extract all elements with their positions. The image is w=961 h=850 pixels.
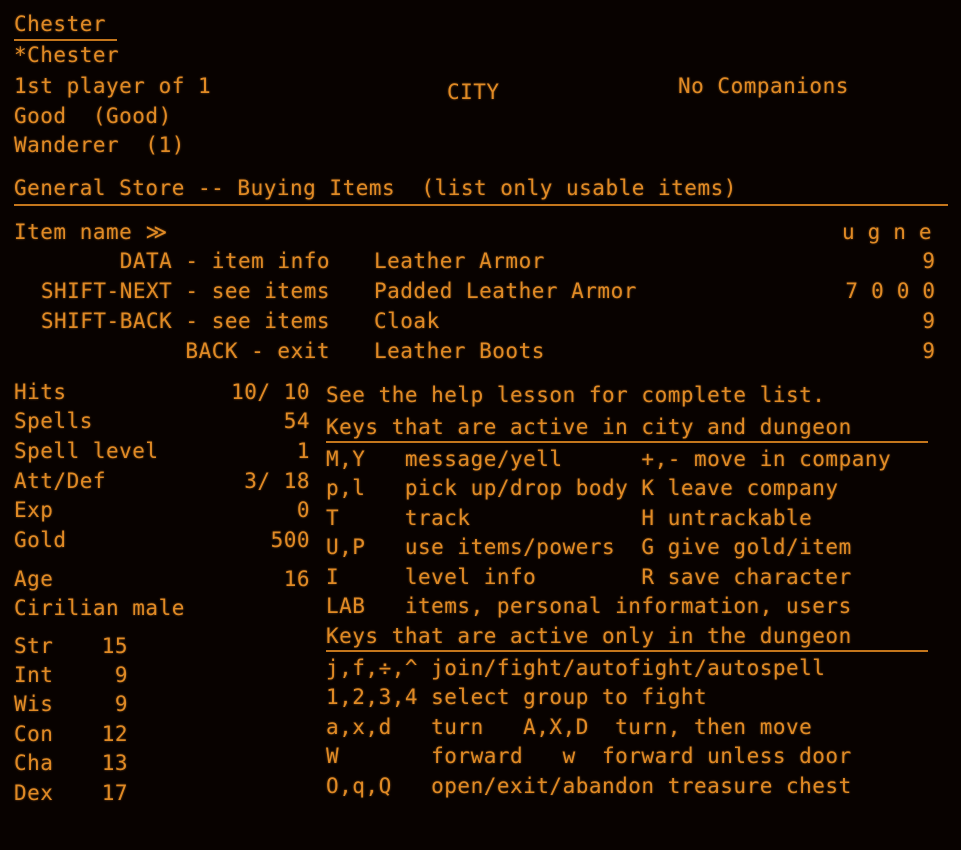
attribute-value-con: 12 — [101, 722, 128, 746]
key-hint-back-exit[interactable]: BACK - exit — [185, 339, 330, 363]
help-line-dungeon: a,x,d turn A,X,D turn, then move — [326, 715, 813, 739]
stat-value-gold: 500 — [270, 528, 310, 552]
help-line-dungeon: W forward w forward unless door — [326, 744, 852, 768]
help-line-city: p,l pick up/drop body K leave company — [326, 476, 839, 500]
item-row-flags: 9 — [845, 249, 948, 273]
class-level-label: Wanderer (1) — [14, 133, 185, 157]
attribute-label-wis: Wis — [14, 692, 54, 716]
help-line-city: T track H untrackable — [326, 506, 813, 530]
help-line-dungeon: j,f,÷,^ join/fight/autofight/autospell — [326, 656, 826, 680]
item-row-flags: 9 — [845, 309, 948, 333]
alignment-label: Good (Good) — [14, 104, 172, 128]
attribute-value-cha: 13 — [101, 751, 128, 775]
character-name-title: Chester — [14, 12, 107, 36]
player-index-label: 1st player of 1 — [14, 74, 212, 98]
stat-label-exp: Exp — [14, 498, 54, 522]
stat-label-hits: Hits — [14, 380, 67, 404]
column-header-flags: ugne — [842, 220, 945, 244]
stat-label-spells: Spells — [14, 409, 93, 433]
column-header-item-name: Item name ≫ — [14, 220, 168, 244]
item-row-flags: 9 — [845, 339, 948, 363]
key-hint-shift-next[interactable]: SHIFT-NEXT - see items — [40, 279, 330, 303]
help-heading-city: Keys that are active in city and dungeon — [326, 415, 852, 439]
help-heading-dungeon: Keys that are active only in the dungeon — [326, 624, 852, 648]
attribute-value-int: 9 — [114, 663, 128, 687]
stat-value-att-def: 3/ 18 — [244, 469, 310, 493]
title-underline — [14, 39, 117, 41]
race-gender-label: Cirilian male — [14, 596, 185, 620]
item-row-name[interactable]: Cloak — [374, 309, 440, 333]
location-label: CITY — [447, 80, 500, 104]
stat-value-hits: 10/ 10 — [231, 380, 310, 404]
stat-label-gold: Gold — [14, 528, 67, 552]
stat-label-age: Age — [14, 567, 54, 591]
help-note: See the help lesson for complete list. — [326, 383, 826, 407]
attribute-label-str: Str — [14, 634, 54, 658]
help-line-city: LAB items, personal information, users — [326, 594, 852, 618]
store-banner: General Store -- Buying Items (list only… — [14, 176, 737, 200]
stat-value-spell-level: 1 — [296, 439, 310, 463]
help-line-city: M,Y message/yell +,- move in company — [326, 447, 892, 471]
stat-label-att-def: Att/Def — [14, 469, 107, 493]
help-heading-city-underline — [326, 441, 928, 443]
stat-value-age: 16 — [283, 567, 310, 591]
item-row-flags: 7000 — [845, 279, 948, 303]
item-row-name[interactable]: Padded Leather Armor — [374, 279, 637, 303]
help-line-city: U,P use items/powers G give gold/item — [326, 535, 852, 559]
companions-label: No Companions — [678, 74, 849, 98]
stat-value-exp: 0 — [296, 498, 310, 522]
attribute-value-str: 15 — [101, 634, 128, 658]
store-banner-rule — [14, 204, 948, 206]
selected-character-label: *Chester — [14, 43, 120, 67]
item-row-name[interactable]: Leather Boots — [374, 339, 545, 363]
attribute-value-wis: 9 — [114, 692, 128, 716]
attribute-label-con: Con — [14, 722, 54, 746]
help-line-dungeon: 1,2,3,4 select group to fight — [326, 685, 708, 709]
attribute-label-cha: Cha — [14, 751, 54, 775]
key-hint-data[interactable]: DATA - item info — [119, 249, 330, 273]
stat-value-spells: 54 — [283, 409, 310, 433]
item-row-name[interactable]: Leather Armor — [374, 249, 545, 273]
help-heading-dungeon-underline — [326, 650, 928, 652]
help-line-dungeon: O,q,Q open/exit/abandon treasure chest — [326, 774, 852, 798]
stat-label-spell-level: Spell level — [14, 439, 159, 463]
attribute-value-dex: 17 — [101, 781, 128, 805]
attribute-label-int: Int — [14, 663, 54, 687]
help-line-city: I level info R save character — [326, 565, 852, 589]
key-hint-shift-back[interactable]: SHIFT-BACK - see items — [40, 309, 330, 333]
attribute-label-dex: Dex — [14, 781, 54, 805]
